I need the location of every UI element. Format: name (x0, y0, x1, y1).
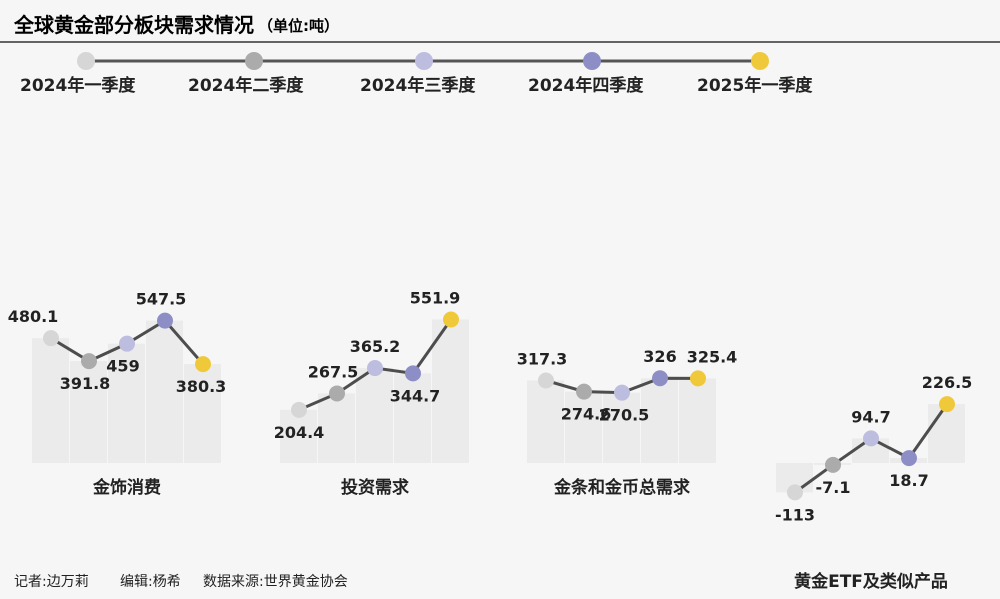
bar (565, 391, 602, 463)
data-label: 380.3 (176, 377, 227, 396)
legend: 2024年一季度 2024年二季度 2024年三季度 2024年四季度 2025年一季度 (20, 52, 813, 96)
data-point (405, 365, 421, 382)
legend-label: 2025年一季度 (697, 75, 813, 96)
bar (928, 404, 965, 463)
panel-label: 投资需求 (341, 477, 409, 498)
bar (679, 378, 716, 463)
data-point (652, 370, 668, 387)
legend-marker (245, 52, 263, 70)
panel-label: 金饰消费 (92, 477, 161, 498)
data-point (787, 484, 803, 501)
data-label: 267.5 (308, 362, 359, 381)
data-label: 317.3 (517, 350, 568, 369)
data-point (901, 450, 917, 467)
data-point (329, 385, 345, 402)
data-label: 226.5 (922, 373, 973, 392)
bar (108, 343, 145, 463)
data-label: 325.4 (687, 347, 738, 366)
data-label: -113 (775, 505, 815, 524)
data-point (576, 383, 592, 400)
data-label: -7.1 (816, 478, 851, 497)
data-point (291, 401, 307, 418)
data-point (538, 372, 554, 389)
panel: -113-7.1 94.7 18.7 226.5 黄金ETF及类似产品 (775, 373, 972, 592)
legend-marker (77, 52, 95, 70)
data-point (863, 430, 879, 447)
legend-marker (583, 52, 601, 70)
data-point (443, 311, 459, 328)
panel: 204.4 267.5 365.2 344.7 551.9 投资需求 (274, 289, 469, 498)
data-label: 344.7 (390, 386, 441, 405)
data-label: 365.2 (350, 337, 401, 356)
bar (184, 364, 221, 463)
data-point (367, 360, 383, 377)
data-point (43, 330, 59, 347)
bar (32, 338, 69, 463)
legend-label: 2024年一季度 (20, 75, 136, 96)
chart-title: 全球黄金部分板块需求情况 (13, 13, 254, 37)
data-label: 480.1 (8, 307, 59, 326)
data-label: 94.7 (851, 407, 890, 426)
data-point (614, 384, 630, 401)
bar (394, 373, 431, 463)
bar (527, 380, 564, 463)
panel-label: 金条和金币总需求 (553, 477, 690, 498)
data-point (119, 335, 135, 352)
data-label: 326 (643, 347, 676, 366)
data-label: 270.5 (599, 406, 650, 425)
data-label: 204.4 (274, 423, 325, 442)
bar (280, 409, 317, 463)
legend-label: 2024年二季度 (188, 75, 304, 96)
data-point (195, 356, 211, 373)
data-label: 459 (106, 357, 139, 376)
legend-marker (415, 52, 433, 70)
data-point (81, 353, 97, 370)
data-label: 391.8 (60, 374, 111, 393)
bar (603, 392, 640, 463)
footer-source: 数据来源:世界黄金协会 (203, 573, 348, 590)
bar (641, 378, 678, 463)
data-label: 551.9 (410, 289, 461, 308)
bar (356, 368, 393, 463)
bar (146, 320, 183, 463)
data-point (690, 370, 706, 387)
footer-editor: 编辑:杨希 (120, 574, 181, 590)
legend-label: 2024年四季度 (528, 75, 644, 96)
panel-label: 黄金ETF及类似产品 (794, 571, 948, 592)
data-point (825, 456, 841, 473)
data-label: 274.6 (561, 405, 612, 424)
data-label: 547.5 (136, 290, 187, 309)
chart-unit: （单位:吨） (258, 17, 339, 35)
legend-label: 2024年三季度 (360, 75, 476, 96)
bar (432, 319, 469, 463)
data-point (939, 396, 955, 413)
footer-reporter: 记者:边万莉 (14, 574, 89, 590)
data-point (157, 312, 173, 329)
data-label: 18.7 (889, 471, 928, 490)
legend-marker (751, 52, 769, 70)
bar (318, 393, 355, 463)
bar (70, 361, 107, 463)
